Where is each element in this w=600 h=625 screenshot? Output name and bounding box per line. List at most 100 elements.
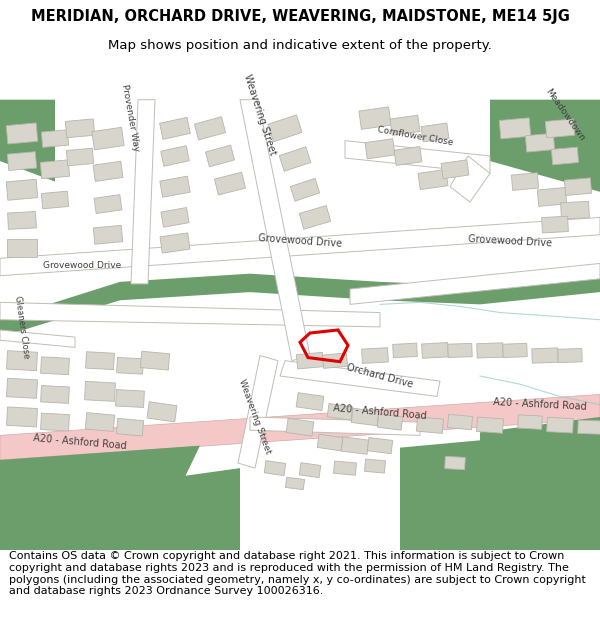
Bar: [511, 173, 539, 191]
Polygon shape: [400, 429, 600, 550]
Bar: [362, 348, 388, 363]
Bar: [299, 462, 321, 478]
Bar: [441, 160, 469, 179]
Bar: [65, 119, 95, 138]
Bar: [286, 418, 314, 436]
Bar: [6, 123, 38, 144]
Bar: [334, 461, 356, 475]
Bar: [41, 130, 68, 148]
Bar: [341, 437, 369, 454]
Bar: [41, 357, 70, 375]
Bar: [286, 478, 305, 489]
Bar: [161, 146, 189, 166]
Text: Grovewood Drive: Grovewood Drive: [258, 233, 342, 249]
Bar: [545, 119, 575, 138]
Bar: [7, 378, 37, 398]
Text: MERIDIAN, ORCHARD DRIVE, WEAVERING, MAIDSTONE, ME14 5JG: MERIDIAN, ORCHARD DRIVE, WEAVERING, MAID…: [31, 9, 569, 24]
Text: Contains OS data © Crown copyright and database right 2021. This information is : Contains OS data © Crown copyright and d…: [9, 551, 586, 596]
Bar: [551, 147, 578, 165]
Bar: [445, 456, 466, 469]
Bar: [147, 402, 177, 422]
Bar: [365, 459, 385, 473]
Bar: [538, 188, 566, 206]
Text: Gleaners Close: Gleaners Close: [13, 295, 31, 359]
Bar: [7, 152, 37, 171]
Bar: [448, 343, 472, 357]
Bar: [394, 146, 422, 166]
Bar: [558, 349, 582, 362]
Bar: [116, 357, 143, 374]
Bar: [377, 414, 403, 430]
Bar: [365, 139, 395, 159]
Polygon shape: [0, 217, 600, 276]
Text: A20 - Ashford Road: A20 - Ashford Road: [493, 398, 587, 412]
Bar: [299, 206, 331, 229]
Bar: [279, 147, 311, 171]
Bar: [565, 178, 592, 196]
Polygon shape: [238, 356, 278, 468]
Bar: [116, 389, 145, 408]
Bar: [140, 351, 170, 370]
Bar: [367, 438, 393, 454]
Bar: [351, 408, 379, 426]
Bar: [7, 407, 37, 427]
Bar: [94, 194, 122, 214]
Bar: [421, 123, 449, 142]
Bar: [322, 353, 347, 368]
Bar: [85, 381, 115, 401]
Bar: [327, 404, 353, 420]
Polygon shape: [0, 446, 200, 550]
Bar: [116, 418, 143, 436]
Bar: [547, 418, 574, 433]
Polygon shape: [0, 99, 55, 181]
Bar: [85, 412, 115, 431]
Bar: [92, 127, 124, 150]
Polygon shape: [345, 141, 490, 173]
Text: A20 - Ashford Road: A20 - Ashford Road: [333, 402, 427, 421]
Text: A20 - Ashford Road: A20 - Ashford Road: [33, 434, 127, 452]
Bar: [392, 343, 418, 357]
Text: Orchard Drive: Orchard Drive: [346, 362, 414, 389]
Bar: [264, 461, 286, 476]
Bar: [86, 352, 115, 369]
Bar: [206, 145, 235, 167]
Bar: [477, 342, 503, 358]
Bar: [390, 115, 420, 136]
Polygon shape: [0, 489, 120, 550]
Bar: [359, 107, 391, 129]
Text: Cornflower Close: Cornflower Close: [376, 126, 454, 148]
Polygon shape: [130, 468, 240, 550]
Bar: [422, 342, 448, 358]
Bar: [214, 173, 245, 195]
Bar: [518, 415, 542, 429]
Bar: [499, 118, 531, 139]
Bar: [503, 343, 527, 357]
Polygon shape: [480, 417, 600, 458]
Polygon shape: [490, 99, 600, 192]
Bar: [7, 239, 37, 258]
Text: Grovewood Drive: Grovewood Drive: [468, 234, 552, 248]
Bar: [160, 118, 190, 139]
Bar: [317, 434, 343, 451]
Bar: [93, 161, 123, 181]
Bar: [6, 179, 38, 200]
Bar: [41, 191, 68, 209]
Text: Weavering Street: Weavering Street: [237, 378, 273, 456]
Bar: [578, 420, 600, 434]
Bar: [560, 201, 589, 219]
Polygon shape: [0, 394, 600, 460]
Bar: [532, 348, 558, 363]
Polygon shape: [131, 99, 155, 284]
Polygon shape: [450, 156, 490, 202]
Bar: [268, 115, 302, 142]
Polygon shape: [0, 330, 75, 348]
Bar: [161, 208, 189, 227]
Polygon shape: [250, 417, 420, 436]
Bar: [41, 413, 70, 431]
Bar: [194, 117, 226, 140]
Text: Grovewood Drive: Grovewood Drive: [43, 261, 121, 270]
Bar: [160, 233, 190, 253]
Text: Weavering Street: Weavering Street: [242, 73, 278, 157]
Bar: [41, 386, 70, 403]
Bar: [448, 414, 473, 430]
